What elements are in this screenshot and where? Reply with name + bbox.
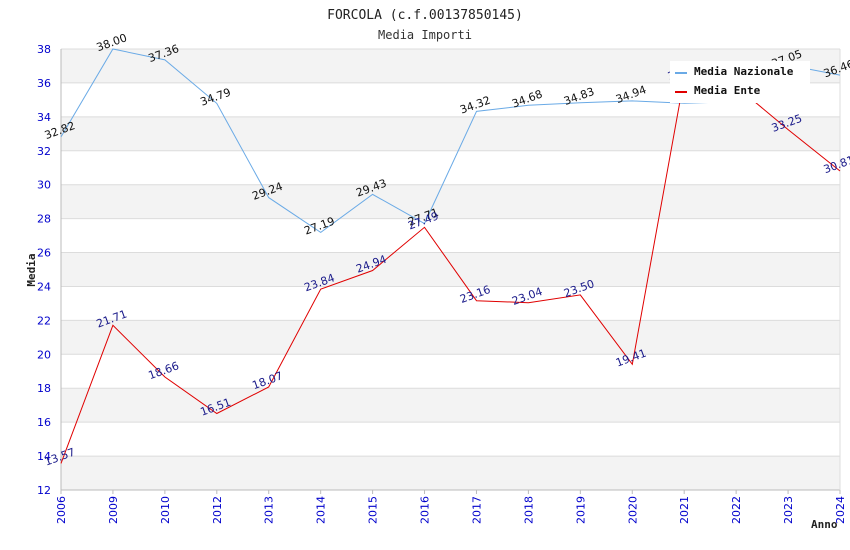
grid-bands (61, 49, 840, 490)
y-tick-label: 20 (37, 348, 51, 361)
y-tick-label: 30 (37, 179, 51, 192)
data-label: 34.79 (199, 86, 233, 109)
x-tick-label: 2009 (107, 496, 120, 524)
x-tick-labels: 2006 2009 2010 2012 2013 2014 2015 2016 2017 2018… (55, 490, 847, 524)
y-tick-label: 24 (37, 280, 51, 293)
x-tick-label: 2018 (522, 496, 535, 524)
grid-lines (61, 48, 840, 491)
y-tick-labels: 12 14 16 18 20 22 24 26 28 30 32 34 36 38 (37, 43, 51, 497)
y-tick-label: 28 (37, 213, 51, 226)
y-tick-label: 38 (37, 43, 51, 56)
x-tick-label: 2024 (834, 496, 847, 524)
x-tick-label: 2006 (55, 496, 68, 524)
x-tick-label: 2021 (678, 496, 691, 524)
x-tick-label: 2012 (211, 496, 224, 524)
grid-band (61, 252, 840, 287)
data-label: 34.83 (562, 85, 596, 108)
chart-title: FORCOLA (c.f.00137850145) (327, 8, 523, 23)
y-tick-label: 16 (37, 416, 51, 429)
y-tick-label: 14 (37, 450, 51, 463)
x-tick-label: 2020 (626, 496, 639, 524)
grid-band (61, 456, 840, 490)
x-tick-label: 2017 (470, 496, 483, 524)
x-tick-label: 2013 (263, 496, 276, 524)
y-tick-label: 12 (37, 484, 51, 497)
chart-subtitle: Media Importi (378, 28, 472, 42)
x-tick-label: 2010 (159, 496, 172, 524)
grid-band (61, 388, 840, 423)
legend-box (670, 61, 810, 103)
grid-band (61, 184, 840, 219)
x-tick-label: 2022 (730, 496, 743, 524)
grid-band (61, 320, 840, 355)
y-tick-label: 26 (37, 247, 51, 260)
y-tick-label: 32 (37, 145, 51, 158)
legend-label-nazionale: Media Nazionale (694, 65, 794, 78)
y-tick-label: 18 (37, 382, 51, 395)
y-tick-label: 36 (37, 77, 51, 90)
axes (60, 49, 841, 491)
y-tick-label: 34 (37, 111, 51, 124)
grid-band (61, 116, 840, 151)
data-label: 34.94 (614, 83, 648, 106)
legend: Media Nazionale Media Ente (670, 61, 810, 103)
x-tick-label: 2019 (574, 496, 587, 524)
y-tick-label: 22 (37, 314, 51, 327)
x-tick-label: 2015 (367, 496, 380, 524)
x-tick-label: 2014 (315, 496, 328, 524)
x-axis-label: Anno (811, 518, 838, 531)
data-label: 23.04 (510, 285, 544, 308)
data-label: 18.66 (147, 359, 181, 382)
x-tick-label: 2023 (782, 496, 795, 524)
data-label: 34.68 (510, 88, 544, 111)
data-label: 30.81 (822, 153, 850, 176)
y-axis-label: Media (25, 253, 38, 286)
x-tick-label: 2016 (419, 496, 432, 524)
legend-label-ente: Media Ente (694, 84, 761, 97)
